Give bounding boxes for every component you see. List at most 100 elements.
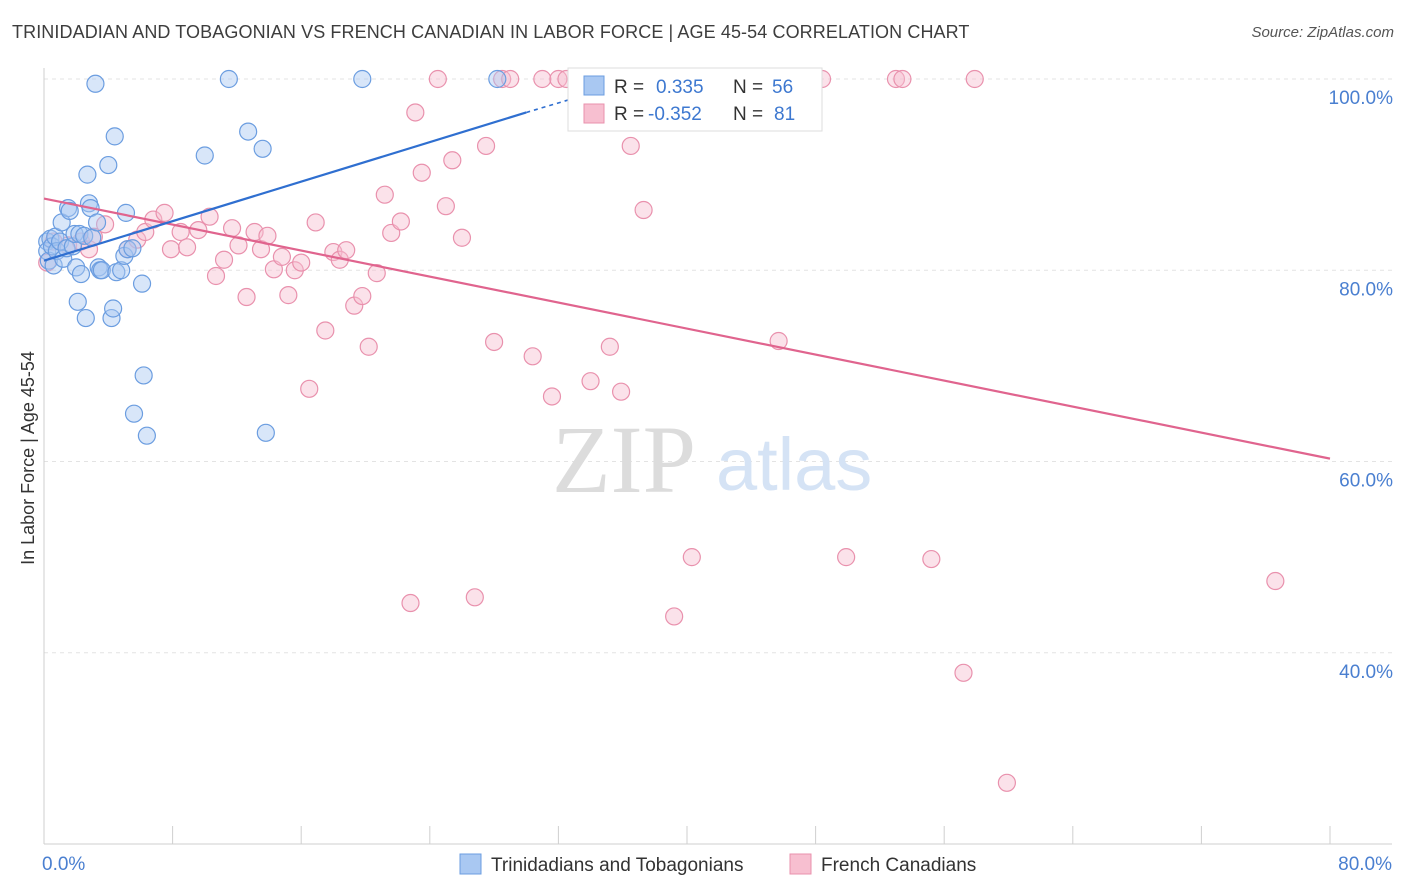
french-canadians-point bbox=[465, 588, 484, 607]
trinidadians-point bbox=[87, 213, 107, 232]
y-tick-label: 100.0% bbox=[1329, 88, 1394, 109]
trinidadians-point bbox=[239, 122, 258, 141]
legend-blue-swatch bbox=[459, 853, 482, 875]
trinidadians-point bbox=[123, 239, 142, 258]
stats-legend-pink-r: -0.352 bbox=[648, 104, 702, 125]
french-canadians-point bbox=[997, 773, 1016, 792]
trinidadians-trendline-extension bbox=[526, 97, 575, 114]
french-canadians-point bbox=[222, 219, 242, 238]
y-axis-tick-labels: 100.0% 80.0% 60.0% 40.0% bbox=[1329, 88, 1394, 683]
french-canadians-point bbox=[501, 69, 520, 89]
french-canadians-point bbox=[279, 286, 298, 305]
stats-legend-blue-n: 56 bbox=[772, 77, 793, 98]
french-canadians-point bbox=[533, 69, 552, 89]
trinidadians-point bbox=[132, 274, 152, 293]
trinidadians-point bbox=[76, 308, 95, 328]
stats-legend-pink-n: 81 bbox=[774, 104, 795, 125]
y-tick-label: 40.0% bbox=[1339, 662, 1393, 683]
french-canadians-point bbox=[922, 549, 941, 569]
french-canadians-point bbox=[401, 593, 420, 613]
trinidadians-point bbox=[104, 299, 123, 318]
chart-source: Source: ZipAtlas.com bbox=[1251, 24, 1394, 41]
trinidadians-point bbox=[256, 423, 275, 442]
french-canadians-point bbox=[443, 151, 462, 170]
french-canadians-points bbox=[38, 69, 1285, 792]
stats-legend-pink-n-label: N = bbox=[733, 104, 763, 125]
french-canadians-point bbox=[200, 207, 219, 226]
trinidadians-point bbox=[71, 264, 91, 284]
y-tick-label: 60.0% bbox=[1339, 471, 1393, 492]
french-canadians-point bbox=[300, 379, 319, 398]
french-canadians-point bbox=[359, 337, 378, 356]
stats-legend-pink-swatch bbox=[583, 103, 605, 124]
x-axis-ticks bbox=[43, 826, 1331, 844]
french-canadians-point bbox=[634, 200, 653, 220]
french-canadians-point bbox=[523, 347, 542, 366]
trinidadians-point bbox=[60, 201, 79, 221]
stats-legend: R = 0.335 N = 56 R = -0.352 N = 81 bbox=[567, 67, 823, 132]
trinidadians-point bbox=[99, 155, 118, 175]
french-canadians-point bbox=[611, 382, 631, 401]
trinidadians-point bbox=[78, 165, 97, 184]
french-canadians-point bbox=[581, 372, 600, 391]
trinidadians-points bbox=[38, 69, 507, 445]
french-canadians-point bbox=[682, 548, 701, 567]
french-canadians-point bbox=[375, 185, 394, 204]
french-canadians-point bbox=[886, 69, 906, 89]
stats-legend-pink-r-label: R = bbox=[614, 104, 644, 125]
french-canadians-point bbox=[161, 240, 181, 259]
french-canadians-point bbox=[406, 103, 425, 122]
french-canadians-point bbox=[965, 69, 984, 89]
french-canadians-point bbox=[206, 266, 226, 286]
legend-pink-swatch bbox=[789, 853, 812, 875]
french-canadians-point bbox=[177, 238, 197, 257]
french-canadians-point bbox=[893, 69, 912, 89]
french-canadians-point bbox=[600, 337, 619, 356]
french-canadians-point bbox=[272, 247, 292, 266]
french-canadians-point bbox=[155, 203, 174, 222]
trinidadians-point bbox=[124, 404, 144, 423]
trinidadians-point bbox=[89, 258, 108, 277]
trinidadians-point bbox=[195, 146, 214, 165]
stats-legend-blue-r-label: R = bbox=[614, 77, 644, 98]
stats-legend-blue-swatch bbox=[583, 75, 605, 96]
french-canadians-point bbox=[292, 253, 311, 272]
french-canadians-point bbox=[316, 321, 335, 340]
french-canadians-point bbox=[452, 228, 472, 247]
legend-blue-label: Trinidadians and Tobagonians bbox=[491, 855, 743, 876]
trinidadians-point bbox=[353, 69, 372, 89]
french-canadians-point bbox=[436, 197, 455, 216]
watermark-atlas: atlas bbox=[716, 423, 872, 506]
french-canadians-point bbox=[237, 287, 256, 307]
gridlines bbox=[44, 78, 1392, 654]
french-canadians-point bbox=[353, 286, 372, 306]
y-tick-label: 80.0% bbox=[1339, 279, 1393, 300]
french-canadians-point bbox=[337, 241, 356, 260]
french-canadians-point bbox=[665, 607, 684, 626]
french-canadians-point bbox=[542, 387, 562, 406]
french-canadians-point bbox=[954, 663, 973, 682]
french-canadians-point bbox=[1266, 571, 1285, 591]
watermark-zip: ZIP bbox=[552, 406, 696, 513]
french-canadians-point bbox=[214, 250, 234, 269]
series-legend: Trinidadians and Tobagonians French Cana… bbox=[459, 853, 976, 876]
trinidadians-point bbox=[68, 292, 87, 311]
trinidadians-point bbox=[112, 261, 131, 280]
x-tick-label-min: 0.0% bbox=[42, 854, 85, 875]
french-canadians-point bbox=[476, 136, 496, 156]
french-canadians-point bbox=[412, 163, 431, 182]
trinidadians-point bbox=[253, 139, 272, 158]
french-canadians-point bbox=[391, 212, 410, 231]
french-canadians-point bbox=[621, 136, 640, 156]
trinidadians-point bbox=[134, 366, 153, 385]
legend-pink-label: French Canadians bbox=[821, 855, 976, 876]
y-axis-label: In Labor Force | Age 45-54 bbox=[18, 351, 38, 565]
stats-legend-box bbox=[567, 67, 823, 132]
french-canadians-point bbox=[367, 264, 386, 283]
trinidadians-point bbox=[137, 426, 156, 445]
stats-legend-blue-r: 0.335 bbox=[656, 77, 704, 98]
trinidadians-point bbox=[86, 74, 105, 93]
trinidadians-point bbox=[92, 261, 111, 280]
french-canadians-point bbox=[837, 548, 856, 567]
